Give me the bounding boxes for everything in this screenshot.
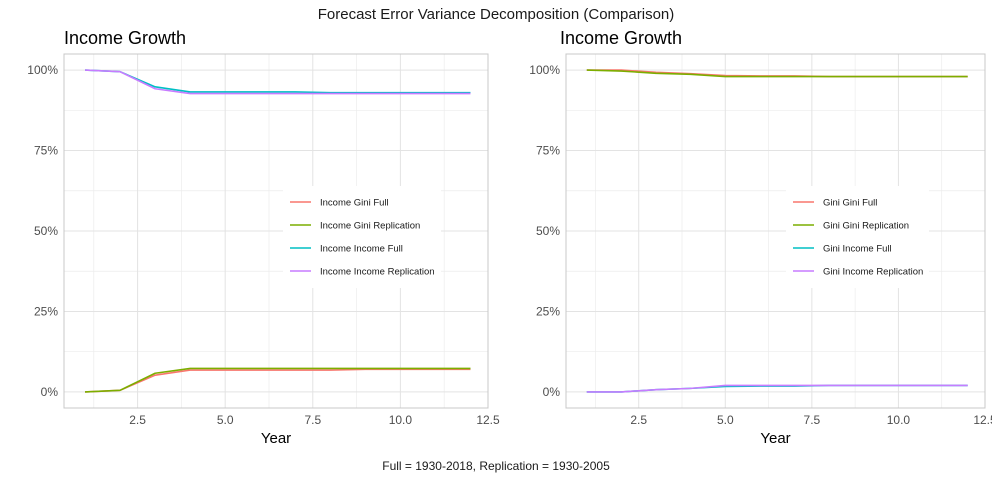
y-tick-label: 50% bbox=[536, 224, 560, 238]
x-tick-label: 12.5 bbox=[973, 413, 992, 427]
y-tick-label: 75% bbox=[536, 144, 560, 158]
y-tick-label: 75% bbox=[34, 144, 58, 158]
x-tick-label: 12.5 bbox=[476, 413, 500, 427]
y-tick-label: 0% bbox=[41, 385, 59, 399]
y-tick-label: 50% bbox=[34, 224, 58, 238]
panel-title: Income Growth bbox=[560, 28, 682, 48]
legend-label: Gini Gini Full bbox=[823, 198, 877, 209]
legend-label: Income Gini Replication bbox=[320, 221, 420, 232]
x-tick-label: 10.0 bbox=[887, 413, 911, 427]
series-line bbox=[84, 368, 471, 393]
x-tick-label: 5.0 bbox=[717, 413, 734, 427]
series-line bbox=[84, 367, 471, 393]
figure-caption: Full = 1930-2018, Replication = 1930-200… bbox=[382, 459, 610, 473]
y-tick-label: 25% bbox=[34, 304, 58, 318]
legend-label: Gini Income Full bbox=[823, 244, 892, 255]
legend: Income Gini Full Income Gini Replication I… bbox=[283, 186, 441, 288]
x-axis-label: Year bbox=[261, 430, 291, 447]
series-line bbox=[84, 69, 471, 94]
panel-border bbox=[63, 53, 489, 409]
x-tick-label: 7.5 bbox=[804, 413, 821, 427]
panel-income-growth-right: Income Growth 0% 25% 50% 75% 100% 2.5 5.0 7.5 10.… bbox=[529, 28, 992, 447]
series-line bbox=[586, 384, 968, 393]
legend-label: Income Income Full bbox=[320, 244, 403, 255]
y-tick-label: 100% bbox=[529, 63, 560, 77]
panel-title: Income Growth bbox=[64, 28, 186, 48]
y-tick-label: 100% bbox=[27, 63, 58, 77]
figure-title: Forecast Error Variance Decomposition (C… bbox=[318, 6, 675, 23]
x-tick-label: 7.5 bbox=[304, 413, 321, 427]
series-line bbox=[586, 69, 968, 78]
y-tick-label: 25% bbox=[536, 304, 560, 318]
x-tick-label: 2.5 bbox=[630, 413, 647, 427]
x-tick-label: 10.0 bbox=[389, 413, 413, 427]
x-tick-label: 2.5 bbox=[129, 413, 146, 427]
legend-label: Gini Income Replication bbox=[823, 267, 923, 278]
panel-border bbox=[565, 53, 986, 409]
x-tick-label: 5.0 bbox=[217, 413, 234, 427]
legend: Gini Gini Full Gini Gini Replication Gini … bbox=[786, 186, 929, 288]
legend-label: Income Gini Full bbox=[320, 198, 389, 209]
y-tick-label: 0% bbox=[543, 385, 561, 399]
panel-income-growth-left: Income Growth 0% 25% 50% 75% 100% 2.5 5.0 7.5 10.… bbox=[27, 28, 500, 447]
series-line bbox=[84, 69, 471, 95]
legend-label: Gini Gini Replication bbox=[823, 221, 909, 232]
x-axis-label: Year bbox=[760, 430, 790, 447]
legend-label: Income Income Replication bbox=[320, 267, 435, 278]
